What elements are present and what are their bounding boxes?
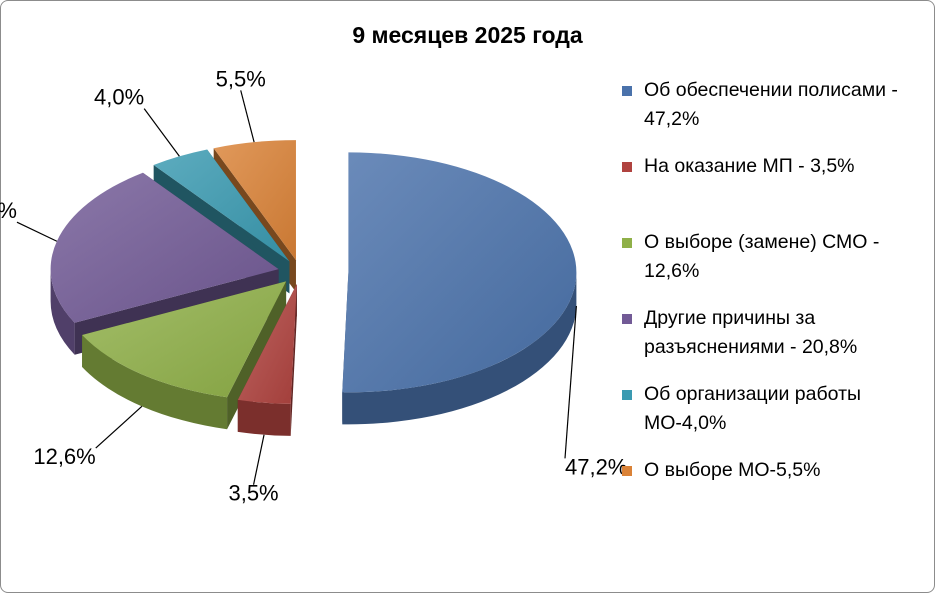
slice-3-top — [82, 281, 287, 398]
slice-3-group — [82, 281, 287, 430]
legend-label-1: Об обеспечении полисами - 47,2% — [644, 79, 898, 130]
slice-3-side — [82, 334, 228, 430]
slice-2-data-label: 3,5% — [228, 481, 278, 506]
slice-3-leader-line — [95, 405, 143, 449]
slice-4-side — [50, 269, 75, 355]
slice-1-leader-line — [564, 305, 577, 459]
slice-5-top — [153, 149, 290, 262]
slice-2-top — [237, 283, 297, 404]
slice-1-data-label: 47,2% — [565, 454, 627, 479]
slice-3-data-label: 12,6% — [33, 444, 95, 469]
legend-label-6: О выборе МО-5,5% — [644, 459, 821, 481]
slice-5-leader-line — [143, 108, 180, 157]
chart-title: 9 месяцев 2025 года — [352, 22, 583, 48]
slice-2-leader-line — [252, 434, 265, 485]
slice-4-data-label: 20,8% — [0, 198, 17, 223]
slice-4-leader-line — [16, 221, 58, 242]
slice-1-side — [342, 272, 577, 425]
legend-label-4: Другие причины за разъяснениями - 20,8% — [644, 307, 858, 358]
legend-swatch-2 — [622, 162, 632, 172]
legend-label-5: Об организации работы МО-4,0% — [644, 383, 862, 434]
slice-6-top — [213, 140, 296, 261]
slice-1-group — [342, 152, 577, 425]
slice-1-top — [342, 152, 577, 393]
slice-4-top — [50, 172, 279, 323]
legend-swatch-3 — [622, 238, 632, 248]
slice-2-group — [237, 283, 297, 436]
slice-5-data-label: 4,0% — [94, 85, 144, 110]
legend-swatch-5 — [622, 390, 632, 400]
legend-swatch-1 — [622, 86, 632, 96]
slice-6-data-label: 5,5% — [216, 66, 266, 91]
legend-swatch-6 — [622, 466, 632, 476]
legend-swatch-4 — [622, 314, 632, 324]
slice-2-wall-start — [290, 283, 297, 436]
slice-6-leader-line — [240, 90, 255, 143]
legend-label-3: О выборе (замене) СМО - 12,6% — [644, 231, 880, 282]
legend-label-2: На оказание МП - 3,5% — [644, 155, 855, 177]
slice-2-side — [237, 399, 291, 436]
